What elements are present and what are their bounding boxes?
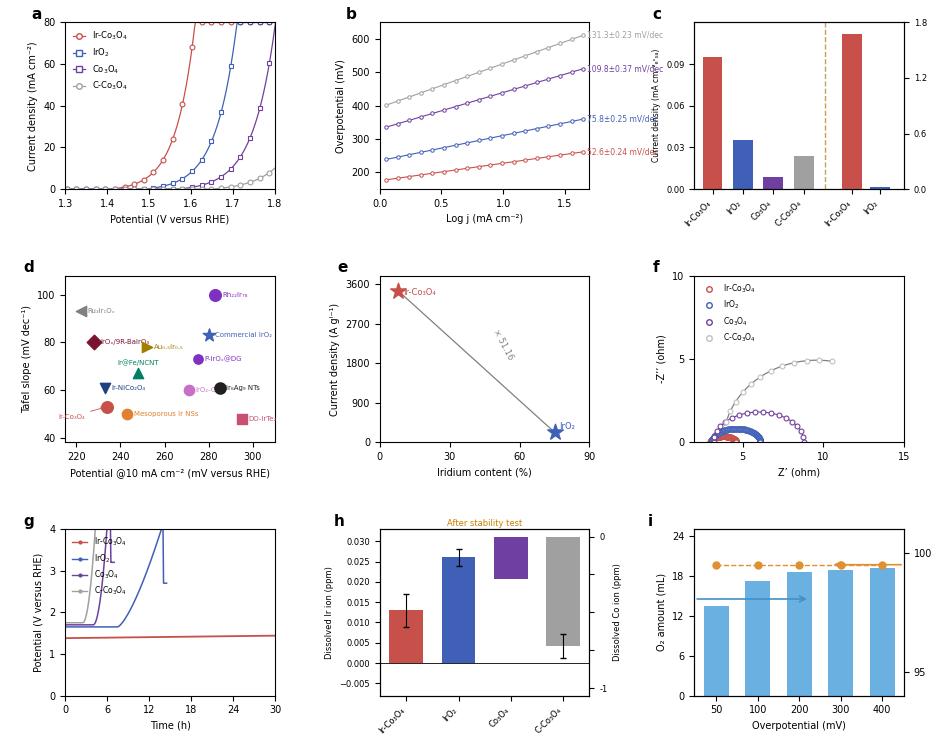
Y-axis label: Current density (mA cm⁻²): Current density (mA cm⁻²): [28, 41, 37, 171]
Text: c: c: [652, 7, 662, 22]
Bar: [390, 610, 423, 663]
Bar: [442, 557, 475, 663]
Text: IrO₂: IrO₂: [559, 422, 575, 431]
Text: d: d: [23, 260, 34, 275]
Point: [119, 408, 134, 420]
Point: [547, 426, 562, 438]
Bar: [733, 141, 753, 189]
Point: [130, 367, 145, 379]
X-axis label: Time (h): Time (h): [150, 721, 190, 731]
Text: 52.6±0.24 mV/dec: 52.6±0.24 mV/dec: [587, 147, 658, 156]
Y-axis label: Potential (V versus RHE): Potential (V versus RHE): [34, 553, 44, 672]
Bar: [829, 570, 853, 696]
Y-axis label: Current density (mA cm⁻²ₑᶜₛₐ): Current density (mA cm⁻²ₑᶜₛₐ): [651, 49, 661, 162]
Y-axis label: Overpotential (mV): Overpotential (mV): [336, 59, 346, 153]
X-axis label: Potential @10 mA cm⁻² (mV versus RHE): Potential @10 mA cm⁻² (mV versus RHE): [70, 468, 270, 478]
Point: [100, 401, 115, 413]
Point: [201, 329, 216, 341]
Y-axis label: Dissolved Co ion (ppm): Dissolved Co ion (ppm): [613, 563, 622, 661]
Text: IrO₂-GCN: IrO₂-GCN: [196, 387, 226, 393]
Text: Ir-Co₃O₄: Ir-Co₃O₄: [59, 407, 103, 420]
Y-axis label: Tafel slope (mV dec⁻¹): Tafel slope (mV dec⁻¹): [21, 305, 32, 413]
Point: [74, 305, 89, 317]
Text: IrOₓ/9R-BalrO₃: IrOₓ/9R-BalrO₃: [101, 340, 149, 346]
Point: [98, 381, 113, 393]
Text: g: g: [23, 514, 34, 529]
Point: [140, 341, 155, 353]
Point: [391, 285, 405, 297]
Bar: [843, 34, 862, 189]
X-axis label: Iridium content (%): Iridium content (%): [437, 468, 532, 478]
Text: Ir@Fe/NCNT: Ir@Fe/NCNT: [117, 360, 158, 367]
Text: 131.3±0.23 mV/dec: 131.3±0.23 mV/dec: [587, 31, 664, 40]
Text: Ru₃Ir₁Oₓ: Ru₃Ir₁Oₓ: [88, 308, 115, 314]
Text: × 51.16: × 51.16: [492, 328, 515, 361]
Text: After stability test: After stability test: [447, 518, 522, 527]
Point: [190, 353, 205, 365]
Text: Mesoporous Ir NSs: Mesoporous Ir NSs: [133, 411, 199, 417]
Text: Rh₂₂Ir₇₈: Rh₂₂Ir₇₈: [222, 292, 247, 298]
Text: Au₀.₅Ir₀.₅: Au₀.₅Ir₀.₅: [154, 344, 184, 350]
Y-axis label: Dissolved Ir ion (ppm): Dissolved Ir ion (ppm): [325, 566, 334, 659]
Text: P-IrOₓ@DG: P-IrOₓ@DG: [204, 356, 241, 362]
Text: 75.8±0.25 mV/dec: 75.8±0.25 mV/dec: [587, 114, 658, 123]
Point: [212, 381, 227, 393]
Legend: Ir-Co$_3$O$_4$, IrO$_2$, Co$_3$O$_4$, C-Co$_3$O$_4$: Ir-Co$_3$O$_4$, IrO$_2$, Co$_3$O$_4$, C-…: [69, 533, 130, 601]
Y-axis label: -Z’’ (ohm): -Z’’ (ohm): [657, 334, 666, 384]
Text: Ir-NiCo₂O₄: Ir-NiCo₂O₄: [112, 384, 145, 390]
Text: h: h: [334, 514, 345, 529]
Text: Ir₆Ag₉ NTs: Ir₆Ag₉ NTs: [226, 384, 260, 390]
X-axis label: Z’ (ohm): Z’ (ohm): [778, 468, 820, 478]
Text: Commercial IrO₂: Commercial IrO₂: [215, 332, 272, 338]
Y-axis label: Current density (A gᴵ⁻¹): Current density (A gᴵ⁻¹): [330, 302, 340, 416]
Bar: [763, 177, 783, 189]
Point: [208, 289, 223, 301]
Text: b: b: [346, 7, 357, 22]
Bar: [870, 188, 890, 189]
Bar: [704, 606, 729, 696]
Point: [182, 384, 197, 396]
Bar: [546, 536, 580, 646]
Legend: Ir-Co$_3$O$_4$, IrO$_2$, Co$_3$O$_4$, C-Co$_3$O$_4$: Ir-Co$_3$O$_4$, IrO$_2$, Co$_3$O$_4$, C-…: [698, 280, 759, 347]
X-axis label: Log j (mA cm⁻²): Log j (mA cm⁻²): [446, 215, 523, 224]
Point: [234, 413, 249, 425]
Bar: [870, 568, 895, 696]
Bar: [794, 156, 814, 189]
Bar: [787, 572, 812, 696]
Bar: [746, 581, 770, 696]
Bar: [703, 57, 722, 189]
Text: DO-IrTe₂: DO-IrTe₂: [249, 416, 277, 422]
Bar: [494, 536, 528, 579]
Text: 109.8±0.37 mV/dec: 109.8±0.37 mV/dec: [587, 64, 664, 73]
X-axis label: Overpotential (mV): Overpotential (mV): [752, 721, 846, 731]
Text: i: i: [649, 514, 653, 529]
Text: f: f: [652, 260, 659, 275]
Y-axis label: O₂ amount (mL): O₂ amount (mL): [657, 573, 666, 652]
Legend: Ir-Co$_3$O$_4$, IrO$_2$, Co$_3$O$_4$, C-Co$_3$O$_4$: Ir-Co$_3$O$_4$, IrO$_2$, Co$_3$O$_4$, C-…: [69, 27, 131, 96]
Point: [87, 337, 102, 349]
Text: e: e: [337, 260, 349, 275]
Text: Ir-Co₃O₄: Ir-Co₃O₄: [403, 289, 436, 298]
X-axis label: Potential (V versus RHE): Potential (V versus RHE): [111, 215, 229, 224]
Text: a: a: [32, 7, 42, 22]
